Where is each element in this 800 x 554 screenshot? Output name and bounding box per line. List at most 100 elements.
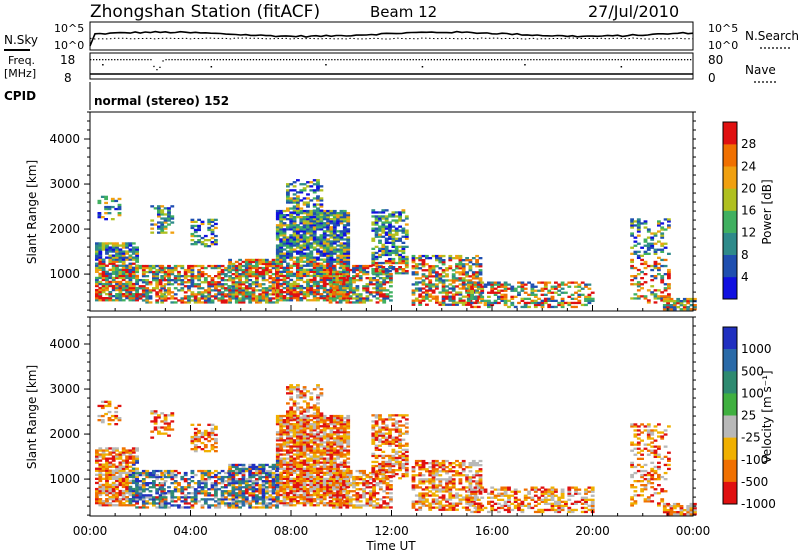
heatmap-cell — [388, 266, 392, 269]
heatmap-cell — [275, 209, 280, 213]
freq-point — [662, 59, 665, 61]
heatmap-cell — [200, 301, 205, 304]
freq-point — [421, 66, 424, 68]
heatmap-cell — [108, 496, 113, 499]
heatmap-cell — [261, 494, 266, 497]
heatmap-cell — [540, 287, 545, 290]
heatmap-cell — [286, 433, 290, 436]
heatmap-cell — [306, 469, 310, 472]
heatmap-cell — [431, 254, 436, 258]
heatmap-cell — [445, 295, 449, 298]
heatmap-cell — [255, 502, 259, 505]
heatmap-cell — [316, 274, 320, 278]
heatmap-cell — [158, 494, 163, 497]
heatmap-cell — [414, 287, 419, 290]
heatmap-cell — [286, 487, 290, 491]
heatmap-cell — [289, 435, 294, 438]
heatmap-cell — [567, 303, 572, 307]
heatmap-cell — [95, 481, 99, 485]
heatmap-cell — [346, 218, 351, 221]
heatmap-cell — [461, 273, 466, 276]
heatmap-cell — [465, 259, 469, 262]
heatmap-cell — [282, 443, 287, 446]
heatmap-cell — [326, 291, 330, 294]
heatmap-cell — [207, 293, 212, 296]
heatmap-cell — [438, 275, 443, 278]
heatmap-cell — [248, 258, 253, 262]
heatmap-cell — [292, 228, 297, 231]
heatmap-cell — [279, 252, 284, 255]
heatmap-cell — [217, 273, 222, 276]
heatmap-cell — [197, 239, 201, 242]
heatmap-cell — [316, 487, 320, 491]
heatmap-cell — [135, 252, 139, 255]
heatmap-cell — [326, 238, 330, 241]
heatmap-cell — [193, 234, 198, 238]
heatmap-cell — [95, 491, 99, 495]
heatmap-cell — [643, 260, 648, 264]
heatmap-cell — [234, 266, 239, 270]
freq-point — [273, 59, 276, 61]
heatmap-cell — [292, 220, 297, 223]
freq-point — [687, 59, 689, 61]
heatmap-cell — [279, 459, 284, 462]
heatmap-cell — [210, 427, 215, 431]
heatmap-cell — [150, 219, 155, 222]
heatmap-cell — [282, 471, 287, 474]
heatmap-cell — [355, 268, 360, 272]
heatmap-cell — [693, 306, 697, 309]
heatmap-cell — [121, 481, 126, 485]
heatmap-cell — [152, 482, 156, 485]
heatmap-cell — [352, 287, 356, 290]
heatmap-cell — [490, 287, 495, 290]
heatmap-cell — [476, 283, 481, 286]
heatmap-cell — [214, 492, 218, 495]
heatmap-cell — [282, 483, 287, 487]
heatmap-cell — [451, 293, 456, 296]
heatmap-cell — [289, 291, 294, 294]
freq-point — [102, 59, 104, 61]
heatmap-cell — [401, 235, 406, 238]
heatmap-cell — [342, 287, 346, 290]
heatmap-cell — [282, 487, 287, 491]
heatmap-cell — [214, 222, 218, 226]
heatmap-cell — [306, 443, 310, 446]
heatmap-cell — [458, 261, 463, 264]
heatmap-cell — [148, 496, 153, 499]
heatmap-cell — [268, 494, 273, 497]
heatmap-cell — [352, 277, 356, 280]
heatmap-cell — [302, 230, 307, 233]
heatmap-cell — [108, 469, 113, 472]
heatmap-cell — [220, 291, 225, 294]
heatmap-cell — [382, 281, 387, 284]
heatmap-cell — [458, 271, 463, 274]
heatmap-cell — [234, 293, 239, 296]
heatmap-cell — [268, 268, 273, 272]
heatmap-cell — [445, 273, 449, 276]
heatmap-cell — [289, 220, 294, 223]
heatmap-cell — [141, 498, 146, 501]
heatmap-cell — [425, 254, 429, 258]
heatmap-cell — [418, 267, 423, 270]
heatmap-cell — [135, 280, 139, 284]
heatmap-cell — [197, 277, 201, 280]
heatmap-cell — [148, 289, 153, 292]
heatmap-cell — [125, 451, 129, 454]
heatmap-cell — [160, 287, 165, 290]
heatmap-cell — [282, 216, 287, 219]
heatmap-cell — [533, 289, 538, 292]
heatmap-cell — [451, 287, 456, 290]
heatmap-cell — [289, 222, 294, 225]
heatmap-cell — [98, 295, 103, 298]
heatmap-cell — [679, 304, 684, 307]
colorbar-segment — [723, 144, 737, 167]
heatmap-cell — [101, 242, 106, 245]
heatmap-cell — [125, 276, 129, 280]
heatmap-cell — [105, 469, 109, 472]
heatmap-cell — [135, 484, 139, 487]
heatmap-cell — [289, 270, 294, 273]
heatmap-cell — [358, 266, 363, 270]
heatmap-cell — [342, 228, 347, 231]
heatmap-cell — [326, 226, 330, 229]
heatmap-cell — [282, 254, 287, 257]
